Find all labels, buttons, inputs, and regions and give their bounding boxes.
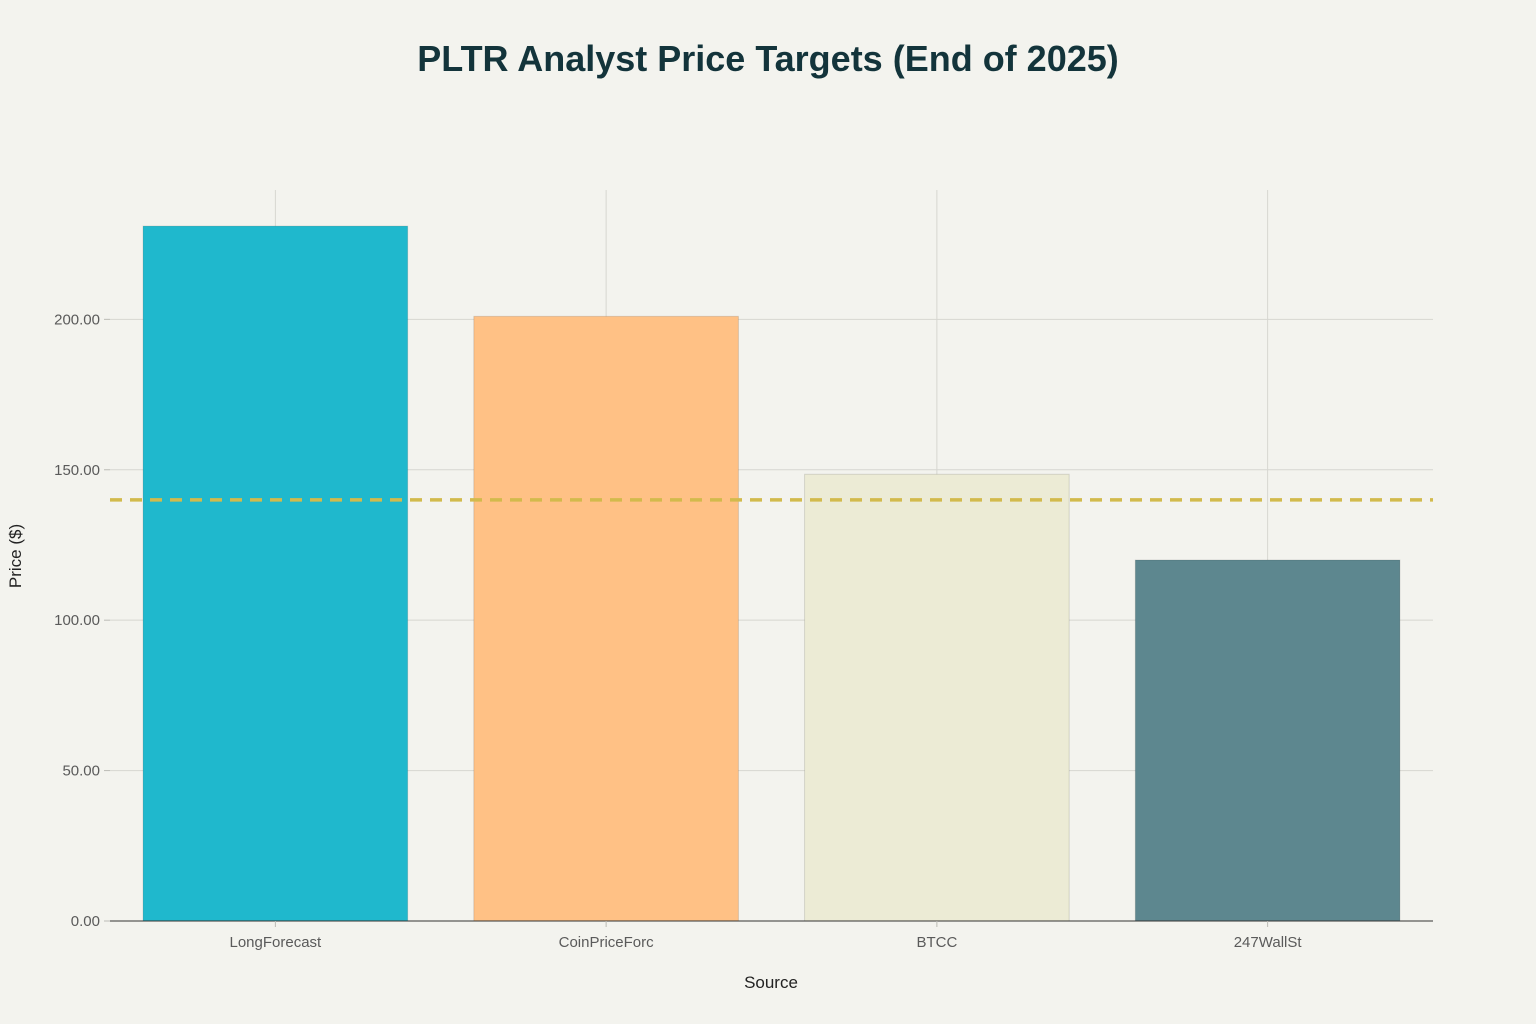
y-tick-label: 100.00 [54,612,100,629]
bar-longforecast [142,225,409,922]
x-tick-label: LongForecast [230,934,323,951]
y-tick-label: 200.00 [54,311,100,328]
y-tick-label: 150.00 [54,462,100,479]
y-tick-label: 50.00 [62,763,100,780]
x-tick-label: CoinPriceForc [559,934,655,951]
x-axis-title: Source [744,973,798,992]
axes: 0.00 50.00 100.00 150.00 200.00 LongForecast C… [54,311,1433,951]
bar-btcc [804,473,1070,922]
y-tick-label: 0.00 [71,913,100,930]
chart-title: PLTR Analyst Price Targets (End of 2025) [417,38,1119,79]
x-tick-label: BTCC [916,934,957,951]
bars [142,225,1401,922]
bar-247wallst [1134,559,1401,922]
bar-coinpriceforc [473,315,739,922]
y-axis-title: Price ($) [6,524,25,588]
x-tick-label: 247WallSt [1234,934,1303,951]
